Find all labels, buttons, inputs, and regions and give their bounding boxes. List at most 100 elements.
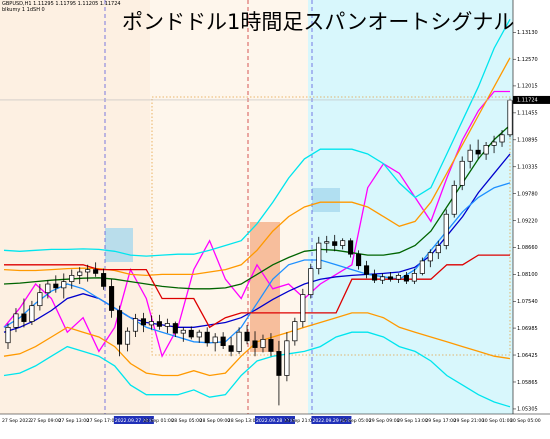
series-line <box>3 124 511 290</box>
time-tick-label: 29 Sep 05:00 <box>341 418 372 424</box>
candle-body <box>124 330 131 345</box>
price-axis-bg <box>513 0 550 414</box>
current-price-marker <box>513 95 550 104</box>
time-tick-label: 2022.09.27 20:00 <box>115 418 156 424</box>
candle-body <box>395 275 401 280</box>
time-label-highlight <box>311 416 352 424</box>
candle-body <box>244 331 250 342</box>
series-line <box>3 182 511 344</box>
candle-body <box>340 240 346 246</box>
candle-body <box>419 260 425 274</box>
candle-body <box>276 351 282 376</box>
time-tick-label: 27 Sep 13:00 <box>58 418 89 424</box>
candle-body <box>475 149 481 155</box>
candle-body <box>132 318 139 332</box>
candle-body <box>180 329 186 334</box>
time-tick-label: 27 Sep 2022 <box>2 418 31 424</box>
time-tick-label: 29 Sep 17:00 <box>425 418 456 424</box>
time-tick-label: 28 Sep 05:00 <box>171 418 202 424</box>
candle-body <box>268 339 274 352</box>
background-zone-middle <box>150 0 308 414</box>
price-tick-label: 1.08660 <box>517 245 538 251</box>
time-tick-label: 28 Sep 13:00 <box>228 418 259 424</box>
time-tick-label: 29 Sep 21:00 <box>454 418 485 424</box>
price-tick-label: 1.09220 <box>517 218 538 224</box>
candle-body <box>284 340 290 376</box>
candle-body <box>364 265 370 275</box>
chart-title: ポンドドル1時間足スパンオートシグナル <box>122 10 515 34</box>
background-zone-right <box>308 0 513 414</box>
candle-body <box>45 283 51 294</box>
candle-body <box>443 213 449 246</box>
candle-body <box>172 323 178 334</box>
symbol-info: GBPUSD,H1 1.11295 1.11795 1.11205 1.1172… <box>2 1 121 7</box>
price-tick-label: 1.12570 <box>517 57 538 63</box>
candle-body <box>308 268 314 295</box>
time-tick-label: 28 Sep 21:00 <box>284 418 315 424</box>
candle-body <box>164 323 170 327</box>
price-tick-label: 1.11455 <box>517 111 538 117</box>
time-tick-label: 30 Sep 01:00 <box>482 418 513 424</box>
candle-body <box>332 241 338 246</box>
candle-body <box>29 305 35 322</box>
series-line <box>3 18 511 257</box>
candle-body <box>387 276 394 280</box>
highlight-box <box>250 222 280 352</box>
time-label-highlight <box>113 416 154 424</box>
candle-body <box>348 240 354 255</box>
candle-body <box>196 331 202 338</box>
candle-body <box>69 275 75 282</box>
price-tick-label: 1.06985 <box>517 326 538 332</box>
price-tick-label: 1.05305 <box>517 407 538 413</box>
series-line <box>3 331 511 408</box>
price-tick-label: 1.10335 <box>517 165 538 171</box>
candle-body <box>411 273 417 282</box>
current-price-label: 1.11724 <box>517 98 538 104</box>
candle-body <box>507 99 513 136</box>
time-tick-label: 2022.09.29 02:00 <box>312 418 353 424</box>
range-box <box>151 96 511 356</box>
series-line <box>3 57 511 277</box>
candle-body <box>483 145 489 155</box>
candle-body <box>292 321 298 342</box>
candle-body <box>61 281 67 289</box>
candle-body <box>316 242 322 269</box>
candle-body <box>5 326 11 344</box>
candle-body <box>117 310 123 345</box>
time-tick-label: 27 Sep 17:00 <box>87 418 118 424</box>
candle-body <box>467 149 473 162</box>
candle-body <box>212 336 218 344</box>
candle-body <box>491 141 497 146</box>
candle-body <box>300 294 306 322</box>
candle-body <box>379 276 386 281</box>
candle-body <box>451 184 457 215</box>
time-tick-label: 27 Sep 09:00 <box>30 418 61 424</box>
candle-body <box>21 313 27 322</box>
candle-body <box>260 339 266 348</box>
candle-body <box>220 336 226 346</box>
candle-body <box>252 340 258 348</box>
candle-body <box>427 252 433 262</box>
candle-body <box>85 269 91 273</box>
candle-body <box>53 283 59 289</box>
candle-body <box>156 321 162 327</box>
candle-body <box>356 253 362 267</box>
price-tick-label: 1.13130 <box>517 30 538 36</box>
price-tick-label: 1.05865 <box>517 380 538 386</box>
candle-body <box>140 318 147 326</box>
candle-body <box>37 292 43 307</box>
price-tick-label: 1.07540 <box>517 299 538 305</box>
series-line <box>3 90 510 358</box>
time-tick-label: 29 Sep 13:00 <box>397 418 428 424</box>
candle-body <box>77 271 83 276</box>
highlight-box <box>105 228 133 262</box>
time-tick-label: 2022.09.28 17:00 <box>256 418 297 424</box>
series-line <box>3 153 511 333</box>
candle-body <box>109 286 115 311</box>
highlight-box <box>312 188 340 212</box>
price-tick-label: 1.06425 <box>517 353 538 359</box>
candle-body <box>371 274 378 281</box>
time-label-highlight <box>255 416 295 424</box>
